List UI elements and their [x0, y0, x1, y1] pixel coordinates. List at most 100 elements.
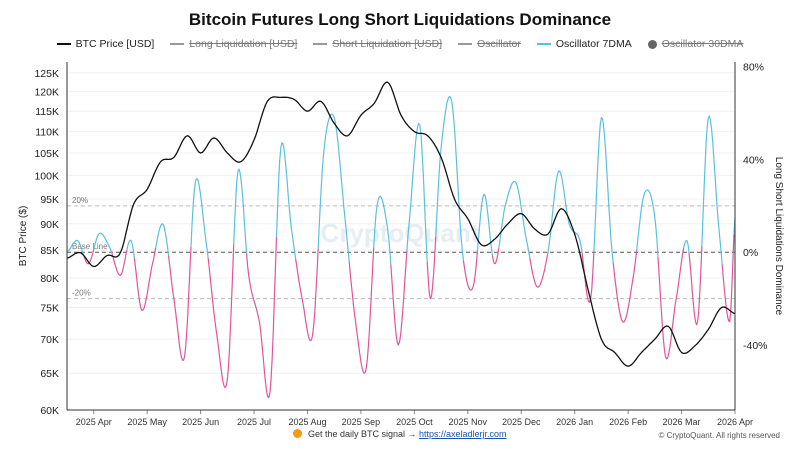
legend-label: Long Liquidation [USD] — [189, 38, 298, 50]
footer-link[interactable]: https://axeladlerjr.com — [419, 429, 507, 439]
y-left-tick-label: 100K — [34, 170, 59, 182]
y-left-tick-label: 95K — [40, 194, 59, 206]
oscillator-7dma-line — [126, 239, 135, 258]
oscillator-7dma-line — [476, 193, 493, 256]
y-right-tick-label: 40% — [743, 154, 764, 166]
y-left-tick-label: 80K — [40, 273, 59, 285]
reference-lines: 20% Base Line -20% — [67, 196, 735, 300]
legend-item[interactable]: Oscillator 30DMA — [647, 38, 744, 50]
watermark: CryptoQuant — [321, 218, 480, 248]
y-left-tick-label: 110K — [35, 127, 59, 139]
y-left-tick-label: 115K — [35, 106, 59, 118]
y-right-tick-label: 80% — [743, 62, 764, 74]
legend-swatch — [313, 43, 328, 45]
oscillator-7dma-line — [317, 113, 350, 262]
y-left-tick-label: 65K — [40, 368, 59, 380]
oscillator-7dma-line — [491, 248, 500, 265]
oscillator-7dma-line — [683, 240, 690, 253]
oscillator-7dma-line — [426, 236, 437, 300]
x-tick-label: 2025 Jun — [182, 417, 219, 427]
oscillator-7dma-line — [246, 236, 278, 398]
legend-item[interactable]: Oscillator 7DMA — [536, 38, 632, 50]
legend-item[interactable]: Oscillator — [458, 38, 521, 50]
x-tick-label: 2026 Feb — [609, 417, 647, 427]
y-right-tick-label: 0% — [743, 247, 758, 259]
legend-item[interactable]: BTC Price [USD] — [56, 38, 155, 50]
legend-label: Short Liquidation [USD] — [332, 38, 443, 50]
y-left-tick-label: 60K — [40, 405, 59, 417]
oscillator-7dma-line — [167, 246, 192, 361]
oscillator-7dma-line — [498, 180, 531, 259]
oscillator-7dma-line — [462, 251, 478, 291]
chart-title: Bitcoin Futures Long Short Liquidations … — [188, 10, 612, 29]
oscillator-7dma-line — [275, 142, 297, 260]
y-left-axis-title: BTC Price ($) — [18, 206, 29, 267]
x-tick-label: 2025 Oct — [396, 417, 433, 427]
x-tick-label: 2025 Sep — [342, 417, 381, 427]
legend-label: Oscillator 7DMA — [555, 38, 632, 50]
legend-swatch — [56, 43, 71, 45]
oscillator-7dma-line — [295, 248, 319, 342]
oscillator-7dma-line — [348, 247, 375, 374]
oscillator-7dma-line — [636, 189, 659, 257]
oscillator-7dma-line — [406, 122, 428, 262]
x-tick-label: 2025 Aug — [288, 417, 326, 427]
legend-item[interactable]: Long Liquidation [USD] — [170, 38, 297, 50]
legend-swatch — [536, 43, 551, 45]
oscillator-7dma-line — [207, 244, 235, 389]
y-left-tick-label: 105K — [34, 148, 59, 160]
legend-item[interactable]: Short Liquidation [USD] — [313, 38, 442, 50]
reference-line-label: Base Line — [72, 242, 108, 251]
x-tick-label: 2025 Jul — [237, 417, 271, 427]
oscillator-7dma-line — [133, 247, 157, 311]
oscillator-7dma-line — [93, 232, 113, 254]
oscillator-7dma-line — [233, 168, 248, 254]
oscillator-7dma-line — [612, 250, 638, 323]
reference-line-label: 20% — [72, 196, 88, 205]
oscillator-7dma-line — [593, 117, 614, 263]
y-left-tick-label: 90K — [40, 219, 59, 231]
y-left-tick-label: 75K — [40, 303, 59, 315]
x-tick-label: 2025 Apr — [76, 417, 112, 427]
oscillator-7dma-line — [373, 195, 392, 265]
copyright: © CryptoQuant. All rights reserved — [658, 431, 781, 440]
oscillator-7dma-line — [688, 245, 703, 326]
x-tick-label: 2026 Mar — [663, 417, 701, 427]
y-right-tick-label: -40% — [743, 340, 768, 352]
legend-swatch — [170, 43, 185, 45]
oscillator-7dma-line — [701, 115, 723, 265]
y-right-axis-title: Long Short Liquidations Dominance — [773, 157, 784, 316]
price-series — [66, 81, 736, 367]
oscillator-7dma-line — [529, 252, 549, 288]
oscillator-7dma-line — [66, 239, 84, 254]
x-tick-label: 2025 Nov — [449, 417, 488, 427]
legend-label: Oscillator 30DMA — [661, 38, 744, 50]
footer: Get the daily BTC signal → https://axela… — [0, 429, 800, 439]
oscillator-7dma-line — [190, 178, 209, 258]
oscillator-7dma-line — [155, 223, 170, 256]
oscillator-7dma-line — [547, 170, 583, 254]
oscillator-7dma-line — [657, 247, 685, 360]
oscillator-7dma-line — [390, 250, 408, 346]
oscillator-7dma-line — [111, 249, 128, 276]
btc-price-line — [66, 81, 736, 367]
oscillator-7dma-line — [721, 234, 735, 323]
x-tick-label: 2026 Jan — [556, 417, 593, 427]
footer-text: Get the daily BTC signal → — [307, 429, 417, 439]
y-left-tick-label: 125K — [34, 68, 59, 80]
axes: 60K 65K 70K 75K 80K 85K 90K 95K 100K 105K 110K 115K… — [18, 62, 784, 427]
reference-line-label: -20% — [72, 289, 91, 298]
x-tick-label: 2025 Dec — [502, 417, 541, 427]
legend: BTC Price [USD] Long Liquidation [USD] Sho… — [0, 38, 800, 50]
oscillator-series — [66, 95, 736, 398]
y-left-tick-label: 70K — [40, 334, 59, 346]
legend-label: Oscillator — [477, 38, 521, 50]
sun-icon — [293, 429, 303, 438]
x-tick-label: 2026 Apr — [717, 417, 753, 427]
y-left-tick-label: 120K — [34, 87, 59, 99]
oscillator-7dma-line — [581, 251, 595, 303]
legend-swatch — [647, 39, 657, 49]
legend-label: BTC Price [USD] — [75, 38, 155, 50]
x-tick-label: 2025 May — [127, 417, 167, 427]
